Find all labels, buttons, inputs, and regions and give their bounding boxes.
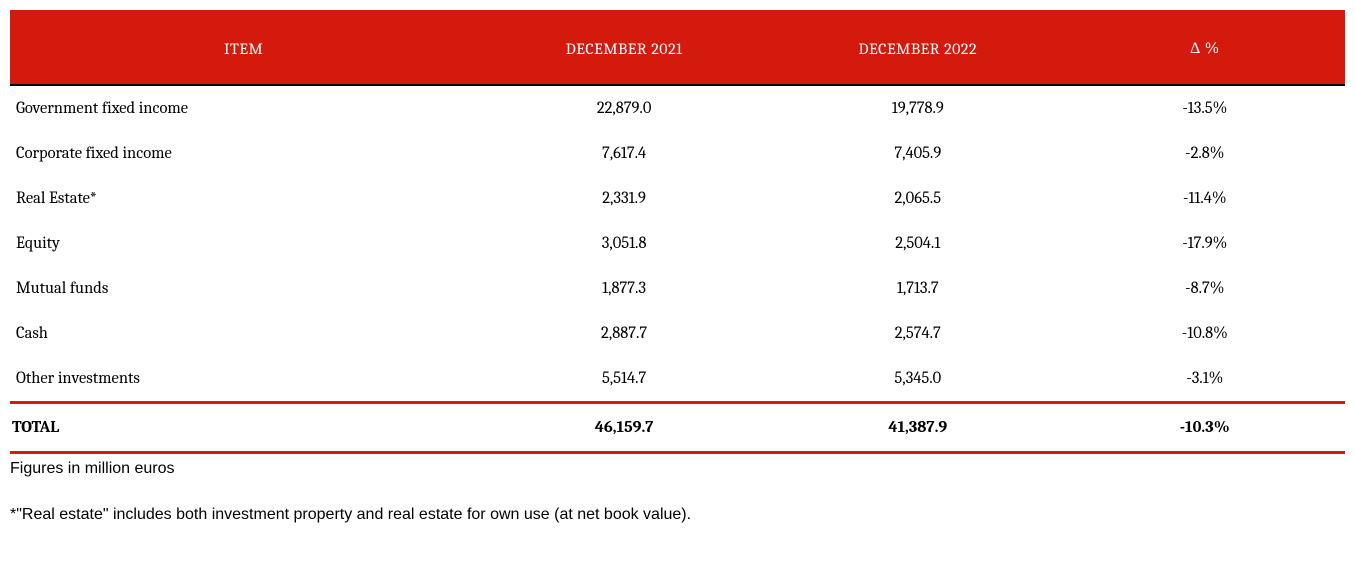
col-header-delta: Δ % [1065,12,1345,86]
investment-table-container: ITEM DECEMBER 2021 DECEMBER 2022 Δ % Gov… [10,10,1345,454]
cell-dec2022: 2,574.7 [771,311,1065,356]
cell-dec2021: 5,514.7 [477,356,771,403]
cell-total-dec2022: 41,387.9 [771,403,1065,453]
cell-delta: -11.4% [1065,176,1345,221]
table-total-row: TOTAL 46,159.7 41,387.9 -10.3% [10,403,1345,453]
cell-dec2022: 7,405.9 [771,131,1065,176]
col-header-item: ITEM [10,12,477,86]
cell-total-delta: -10.3% [1065,403,1345,453]
investment-table: ITEM DECEMBER 2021 DECEMBER 2022 Δ % Gov… [10,10,1345,454]
footnotes: Figures in million euros *"Real estate" … [10,460,1345,524]
cell-dec2022: 2,065.5 [771,176,1065,221]
table-row: Mutual funds 1,877.3 1,713.7 -8.7% [10,266,1345,311]
footnote-real-estate: *"Real estate" includes both investment … [10,506,1345,524]
cell-dec2021: 2,331.9 [477,176,771,221]
cell-item: Other investments [10,356,477,403]
cell-delta: -3.1% [1065,356,1345,403]
col-header-dec2021: DECEMBER 2021 [477,12,771,86]
table-header-row: ITEM DECEMBER 2021 DECEMBER 2022 Δ % [10,12,1345,86]
cell-dec2021: 1,877.3 [477,266,771,311]
cell-item: Government fixed income [10,85,477,131]
cell-dec2022: 19,778.9 [771,85,1065,131]
footnote-units: Figures in million euros [10,460,1345,478]
cell-dec2021: 2,887.7 [477,311,771,356]
cell-delta: -13.5% [1065,85,1345,131]
cell-dec2021: 3,051.8 [477,221,771,266]
table-row: Cash 2,887.7 2,574.7 -10.8% [10,311,1345,356]
cell-dec2021: 7,617.4 [477,131,771,176]
table-row: Equity 3,051.8 2,504.1 -17.9% [10,221,1345,266]
cell-total-item: TOTAL [10,403,477,453]
cell-item: Mutual funds [10,266,477,311]
cell-dec2022: 2,504.1 [771,221,1065,266]
cell-item: Real Estate* [10,176,477,221]
table-body: Government fixed income 22,879.0 19,778.… [10,85,1345,453]
table-row: Corporate fixed income 7,617.4 7,405.9 -… [10,131,1345,176]
cell-delta: -2.8% [1065,131,1345,176]
cell-item: Cash [10,311,477,356]
table-row: Other investments 5,514.7 5,345.0 -3.1% [10,356,1345,403]
cell-total-dec2021: 46,159.7 [477,403,771,453]
cell-dec2021: 22,879.0 [477,85,771,131]
cell-delta: -8.7% [1065,266,1345,311]
table-row: Real Estate* 2,331.9 2,065.5 -11.4% [10,176,1345,221]
cell-delta: -17.9% [1065,221,1345,266]
cell-delta: -10.8% [1065,311,1345,356]
col-header-dec2022: DECEMBER 2022 [771,12,1065,86]
cell-dec2022: 5,345.0 [771,356,1065,403]
cell-dec2022: 1,713.7 [771,266,1065,311]
cell-item: Corporate fixed income [10,131,477,176]
table-row: Government fixed income 22,879.0 19,778.… [10,85,1345,131]
cell-item: Equity [10,221,477,266]
